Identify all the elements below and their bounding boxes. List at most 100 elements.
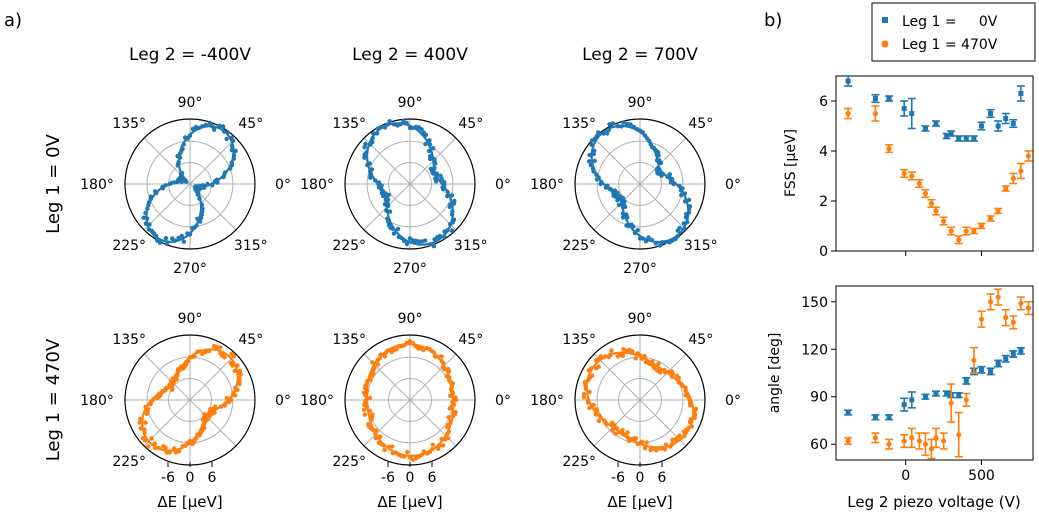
polar-data-point	[633, 436, 639, 441]
polar-data-point	[179, 233, 184, 239]
polar-data-point	[625, 215, 630, 220]
polar-data-point	[386, 219, 391, 224]
polar-data-point	[449, 193, 455, 198]
polar-data-point	[449, 228, 455, 233]
polar-angle-tick-label: 135°	[562, 332, 596, 348]
data-point	[963, 136, 969, 141]
polar-angle-tick-label: 0°	[725, 393, 741, 409]
polar-angle-tick-label: 225°	[112, 238, 146, 254]
polar-grid-spoke	[189, 399, 237, 447]
polar-data-point	[163, 236, 169, 241]
legend-label-0v: Leg 1 = 0V	[902, 14, 998, 30]
polar-data-point	[187, 232, 193, 237]
polar-data-point	[604, 131, 610, 136]
angle-marks	[844, 288, 1033, 460]
x-tick-label: 0	[901, 468, 910, 484]
polar-data-point	[594, 366, 599, 371]
polar-data-point	[442, 183, 447, 188]
polar-data-point	[367, 395, 373, 401]
polar-data-point	[591, 402, 596, 408]
polar-data-point	[613, 431, 618, 436]
polar-data-point	[667, 172, 672, 177]
polar-data-point	[586, 377, 591, 383]
polar-data-point	[221, 129, 227, 134]
polar-data-point	[145, 216, 150, 221]
polar-data-point	[589, 142, 594, 147]
polar-data-point	[663, 442, 668, 447]
data-point	[1010, 175, 1016, 182]
polar-data-point	[631, 124, 637, 130]
data-point	[1010, 121, 1016, 126]
polar-data-point	[674, 373, 680, 379]
data-point	[886, 414, 892, 420]
polar-data-point	[610, 121, 616, 126]
polar-data-point	[631, 224, 636, 229]
polar-data-point	[657, 243, 663, 248]
polar-radial-tick-label: 0	[636, 470, 645, 486]
polar-data-point	[644, 440, 649, 445]
polar-data-point	[591, 151, 596, 157]
polar-radial-tick-label: 0	[406, 470, 415, 486]
data-point	[933, 435, 939, 441]
polar-data-point	[612, 423, 617, 428]
data-point	[978, 123, 984, 129]
polar-grid-spoke	[593, 399, 641, 447]
polar-data-point	[137, 420, 142, 425]
polar-data-point	[679, 192, 684, 198]
polar-data-point	[428, 166, 434, 171]
polar-data-point	[228, 166, 233, 171]
polar-data-point	[203, 349, 208, 355]
polar-data-point	[164, 450, 169, 455]
polar-data-point	[368, 175, 373, 180]
series-leg1-470v	[844, 288, 1033, 460]
polar-angle-tick-label: 45°	[688, 332, 713, 348]
data-point	[971, 357, 977, 363]
polar-data-point	[378, 434, 383, 439]
data-point	[1010, 319, 1016, 325]
data-point	[901, 402, 907, 408]
polar-data-point	[437, 233, 443, 239]
data-point	[845, 410, 851, 416]
polar-data-point	[452, 198, 457, 204]
polar-grid-spoke	[639, 137, 687, 185]
polar-data-point	[187, 355, 193, 360]
polar-data-point	[440, 365, 445, 370]
polar-data-point	[640, 236, 646, 241]
data-point	[933, 391, 939, 397]
polar-data-point	[650, 363, 656, 368]
data-point	[922, 441, 929, 447]
polar-data-point	[439, 354, 444, 359]
polar-data-point	[404, 241, 410, 247]
polar-data-point	[682, 433, 687, 439]
polar-data-point	[231, 153, 237, 158]
polar-data-point	[143, 420, 148, 425]
polar-data-point	[621, 120, 626, 125]
polar-data-point	[217, 123, 222, 128]
angle-xlabel: Leg 2 piezo voltage (V)	[847, 493, 1020, 511]
data-point	[1010, 351, 1016, 357]
data-point	[1003, 315, 1009, 321]
polar-data-point	[440, 443, 446, 448]
polar-data-point	[231, 156, 236, 161]
polar-data-point	[675, 233, 680, 239]
polar-angle-tick-label: 180°	[530, 393, 564, 409]
polar-data-point	[619, 124, 624, 129]
series-leg1-470v	[844, 105, 1033, 245]
data-point	[988, 111, 994, 116]
polar-data-point	[685, 220, 690, 225]
data-point	[872, 414, 878, 420]
polar-data-point	[181, 239, 187, 244]
polar-data-point	[219, 404, 224, 409]
polar-data-point	[367, 408, 372, 413]
polar-data-point	[693, 406, 699, 412]
data-point	[845, 438, 851, 444]
polar-angle-tick-label: 0°	[495, 393, 511, 409]
polar-data-point	[669, 369, 674, 374]
polar-data-point	[373, 432, 378, 437]
data-point	[909, 111, 915, 116]
polar-data-point	[617, 429, 622, 435]
column-title-1: Leg 2 = -400V	[129, 45, 251, 65]
polar-data-point	[387, 119, 392, 124]
data-point	[940, 218, 947, 224]
polar-data-point	[225, 130, 230, 135]
